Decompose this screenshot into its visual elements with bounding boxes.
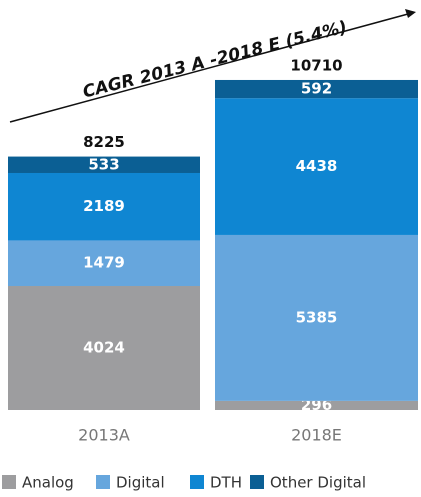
segment-label: 1479 xyxy=(83,254,125,272)
bar-segment xyxy=(8,156,200,173)
segment-label: 4024 xyxy=(83,339,125,357)
cagr-arrow-head xyxy=(405,9,416,18)
segment-label: 2189 xyxy=(83,197,125,215)
legend-swatch xyxy=(250,475,264,489)
segment-label: 533 xyxy=(88,155,119,173)
x-tick-label: 2018E xyxy=(291,426,342,445)
legend-label: Digital xyxy=(116,474,165,492)
x-tick-label: 2013A xyxy=(78,426,130,445)
legend-swatch xyxy=(2,475,16,489)
legend-label: Analog xyxy=(22,474,74,492)
bar-segment xyxy=(215,400,418,410)
bar-segment xyxy=(215,98,418,235)
bar-segment xyxy=(215,234,418,401)
total-label: 8225 xyxy=(83,133,125,151)
legend-swatch xyxy=(96,475,110,489)
segment-label: 4438 xyxy=(296,157,338,175)
legend-label: DTH xyxy=(210,474,242,492)
total-label: 10710 xyxy=(290,56,342,74)
legend-label: Other Digital xyxy=(270,474,366,492)
legend-swatch xyxy=(190,475,204,489)
segment-label: 5385 xyxy=(296,308,338,326)
bar-segment xyxy=(215,79,418,99)
bar-segment xyxy=(8,240,200,287)
segment-label: 592 xyxy=(301,80,332,98)
cagr-arrow-line xyxy=(9,13,409,123)
bar-segment xyxy=(8,286,200,410)
bar-segment xyxy=(8,172,200,241)
